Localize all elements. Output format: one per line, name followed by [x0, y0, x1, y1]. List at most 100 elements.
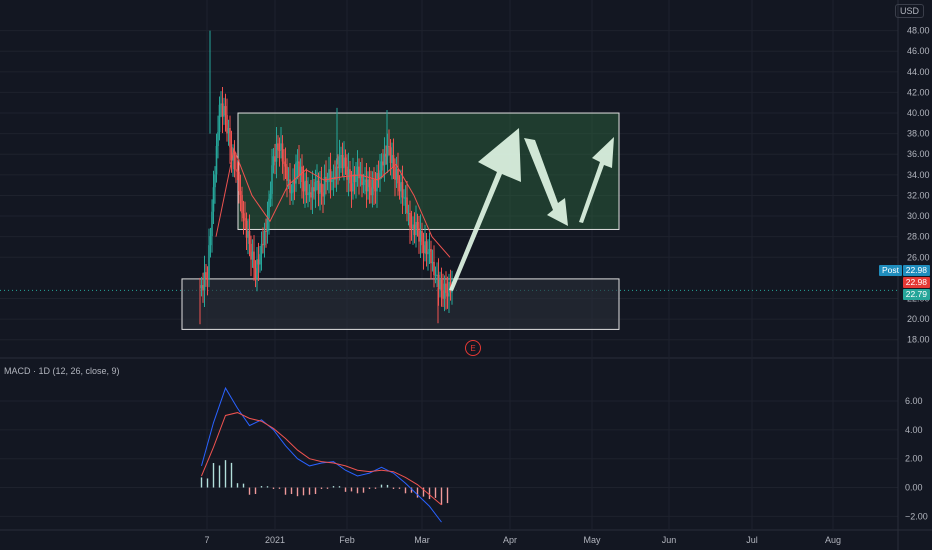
candle-body: [218, 104, 221, 133]
candle-body: [215, 146, 218, 175]
candle-body: [322, 192, 324, 197]
candle-body: [206, 278, 209, 280]
macd-tick-label: 2.00: [905, 454, 923, 464]
macd-tick-label: 0.00: [905, 483, 923, 493]
candle-body: [388, 146, 390, 148]
candle-body: [211, 211, 213, 237]
ma-polyline: [215, 147, 451, 258]
candle-body: [307, 193, 309, 195]
candle-body: [362, 182, 365, 185]
candle-body: [214, 174, 216, 188]
candle-body: [274, 156, 276, 162]
candle-body: [278, 149, 281, 151]
price-tick-label: 28.00: [907, 232, 930, 242]
candle-body: [424, 241, 426, 254]
candle-body: [326, 181, 329, 183]
time-tick-label: Mar: [414, 535, 430, 545]
candle-body: [292, 180, 294, 193]
macd-line: [201, 386, 442, 523]
candle-body: [425, 241, 428, 255]
candle-body: [389, 147, 392, 163]
earnings-event-badge[interactable]: E: [465, 340, 481, 356]
price-tick-label: 48.00: [907, 26, 930, 36]
candle-body: [242, 213, 245, 219]
candle-body: [271, 165, 273, 194]
candle-body: [391, 155, 393, 163]
candle-body: [316, 180, 318, 183]
candle-body: [259, 254, 261, 265]
candle-body: [269, 193, 272, 199]
candle-body: [427, 251, 429, 255]
candle-body: [304, 180, 306, 192]
candle-body: [361, 174, 363, 185]
candle-body: [398, 183, 401, 192]
candle-body: [229, 127, 231, 148]
candle-body: [392, 155, 395, 167]
candle-body: [350, 183, 353, 192]
price-tick-label: 46.00: [907, 46, 930, 56]
candle-body: [241, 194, 243, 214]
candle-body: [418, 228, 420, 242]
candle-body: [239, 191, 242, 195]
candle-body: [308, 192, 311, 194]
price-tick-label: 26.00: [907, 252, 930, 262]
candle-body: [247, 231, 249, 238]
candle-body: [296, 161, 299, 163]
candle-body: [448, 282, 450, 297]
candle-body: [442, 290, 444, 299]
candle-body: [346, 166, 348, 180]
candle-body: [379, 170, 381, 180]
candle-body: [244, 218, 246, 221]
candle-body: [262, 243, 264, 246]
macd-tick-label: −2.00: [905, 511, 928, 521]
candle-body: [407, 212, 410, 214]
candle-body: [220, 103, 222, 105]
currency-selector[interactable]: USD: [894, 4, 924, 18]
time-tick-label: Jun: [662, 535, 677, 545]
candle-body: [230, 147, 233, 161]
candle-body: [301, 166, 303, 183]
candle-body: [200, 285, 203, 289]
candle-body: [376, 173, 378, 192]
candle-body: [320, 183, 323, 193]
candle-body: [433, 261, 435, 276]
price-tick-label: 36.00: [907, 149, 930, 159]
candle-body: [406, 197, 408, 213]
candle-body: [236, 170, 239, 172]
candle-body: [209, 236, 212, 246]
candle-body: [317, 180, 320, 194]
candle-body: [404, 197, 407, 199]
candle-body: [431, 261, 434, 264]
candle-body: [329, 169, 332, 183]
candle-body: [445, 283, 447, 294]
candle-body: [371, 179, 374, 196]
signal-line: [201, 412, 442, 506]
candle-body: [422, 245, 425, 254]
candle-body: [275, 143, 278, 162]
candle-body: [305, 180, 308, 195]
candle-body: [436, 274, 438, 276]
price-tick-label: 32.00: [907, 190, 930, 200]
candle-body: [212, 187, 215, 212]
candle-body: [235, 169, 237, 171]
candle-body: [413, 224, 416, 236]
candle-body: [286, 166, 288, 181]
last-price-tag: 22.98: [902, 277, 930, 288]
price-tick-label: 38.00: [907, 129, 930, 139]
candle-body: [385, 153, 387, 157]
candle-body: [221, 103, 224, 117]
candle-body: [412, 224, 414, 229]
price-tick-label: 34.00: [907, 170, 930, 180]
candle-body: [337, 166, 339, 169]
time-tick-label: May: [583, 535, 601, 545]
candle-body: [380, 161, 383, 171]
candle-body: [364, 179, 366, 183]
price-tick-label: 20.00: [907, 314, 930, 324]
time-tick-label: 7: [204, 535, 209, 545]
low-price-tag: 22.79: [902, 289, 930, 300]
candle-body: [266, 218, 269, 232]
candle-body: [416, 221, 419, 229]
macd-indicator-title[interactable]: MACD · 1D (12, 26, close, 9): [4, 366, 120, 376]
